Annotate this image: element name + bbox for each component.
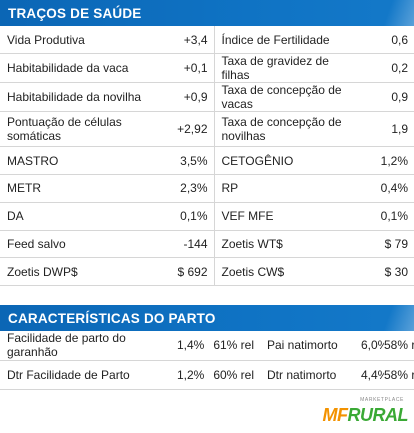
trait-label: Feed salvo — [0, 230, 170, 259]
table-row: Dtr Facilidade de Parto 1,2% 60% rel Dtr… — [0, 360, 414, 390]
logo-rural: RURAL — [347, 405, 409, 425]
trait-percent: 1,2% — [170, 360, 204, 390]
trait-reliability: 60% rel — [204, 360, 260, 390]
trait-value: 2,3% — [170, 174, 214, 203]
trait-value: $ 692 — [170, 257, 214, 286]
mfrural-logo: MARKETPLACE MFRURAL — [316, 397, 409, 425]
trait-label: Zoetis CW$ — [213, 257, 360, 286]
trait-value: 1,2% — [360, 146, 414, 175]
trait-value: 0,6 — [360, 26, 414, 55]
trait-value: 3,5% — [170, 146, 214, 175]
trait-percent: 1,4% — [170, 331, 204, 361]
table-row: Facilidade de parto do garanhão 1,4% 61%… — [0, 331, 414, 361]
health-traits-header: TRAÇOS DE SAÚDE — [0, 0, 414, 26]
trait-label: METR — [0, 174, 170, 203]
trait-label: Zoetis DWP$ — [0, 257, 170, 286]
trait-value: +3,4 — [170, 26, 214, 55]
trait-label: VEF MFE — [213, 202, 360, 231]
table-row: MASTRO 3,5% CETOGÊNIO 1,2% — [0, 146, 414, 175]
trait-label: Vida Produtiva — [0, 26, 170, 55]
trait-value: $ 30 — [360, 257, 414, 286]
trait-label: DA — [0, 202, 170, 231]
table-row: Pontuação de células somáticas +2,92 Tax… — [0, 111, 414, 148]
logo-wordmark: MFRURAL — [323, 405, 409, 425]
table-row: Habitabilidade da novilha +0,9 Taxa de c… — [0, 82, 414, 113]
trait-label: Taxa de concepção de novilhas — [213, 111, 360, 148]
logo-mf: MF — [322, 405, 349, 425]
trait-value: 0,9 — [360, 82, 414, 113]
trait-value: 0,1% — [360, 202, 414, 231]
trait-percent: 4,4% — [354, 360, 384, 390]
trait-value: +2,92 — [170, 111, 214, 148]
calving-traits-title: CARACTERÍSTICAS DO PARTO — [8, 310, 216, 326]
trait-percent: 6,0% — [354, 331, 384, 361]
trait-value: +0,9 — [170, 82, 214, 113]
table-row: Habitabilidade da vaca +0,1 Taxa de grav… — [0, 53, 414, 84]
trait-value: 0,4% — [360, 174, 414, 203]
trait-value: 0,1% — [170, 202, 214, 231]
trait-label: Facilidade de parto do garanhão — [0, 331, 170, 361]
health-traits-title: TRAÇOS DE SAÚDE — [8, 5, 142, 21]
calving-traits-header: CARACTERÍSTICAS DO PARTO — [0, 305, 414, 331]
calving-traits-table: Facilidade de parto do garanhão 1,4% 61%… — [0, 331, 414, 390]
table-row: DA 0,1% VEF MFE 0,1% — [0, 202, 414, 231]
table-row: Vida Produtiva +3,4 Índice de Fertilidad… — [0, 26, 414, 55]
trait-label: Dtr natimorto — [260, 360, 354, 390]
table-row: Zoetis DWP$ $ 692 Zoetis CW$ $ 30 — [0, 257, 414, 286]
trait-label: Taxa de gravidez de filhas — [213, 53, 360, 84]
trait-reliability: 58% rel — [384, 360, 414, 390]
trait-label: CETOGÊNIO — [213, 146, 360, 175]
health-traits-table: Vida Produtiva +3,4 Índice de Fertilidad… — [0, 26, 414, 286]
trait-value: $ 79 — [360, 230, 414, 259]
trait-label: Índice de Fertilidade — [213, 26, 360, 55]
trait-value: -144 — [170, 230, 214, 259]
trait-label: Dtr Facilidade de Parto — [0, 360, 170, 390]
trait-label: Pai natimorto — [260, 331, 354, 361]
trait-label: Pontuação de células somáticas — [0, 111, 170, 148]
table-row: METR 2,3% RP 0,4% — [0, 174, 414, 203]
trait-reliability: 61% rel — [204, 331, 260, 361]
table-row: Feed salvo -144 Zoetis WT$ $ 79 — [0, 230, 414, 259]
trait-label: Habitabilidade da vaca — [0, 53, 170, 84]
trait-value: +0,1 — [170, 53, 214, 84]
trait-reliability: 58% rel — [384, 331, 414, 361]
trait-label: RP — [213, 174, 360, 203]
logo-tagline: MARKETPLACE — [360, 397, 404, 403]
trait-label: Habitabilidade da novilha — [0, 82, 170, 113]
trait-label: Zoetis WT$ — [213, 230, 360, 259]
trait-label: MASTRO — [0, 146, 170, 175]
trait-label: Taxa de concepção de vacas — [213, 82, 360, 113]
trait-value: 1,9 — [360, 111, 414, 148]
trait-value: 0,2 — [360, 53, 414, 84]
